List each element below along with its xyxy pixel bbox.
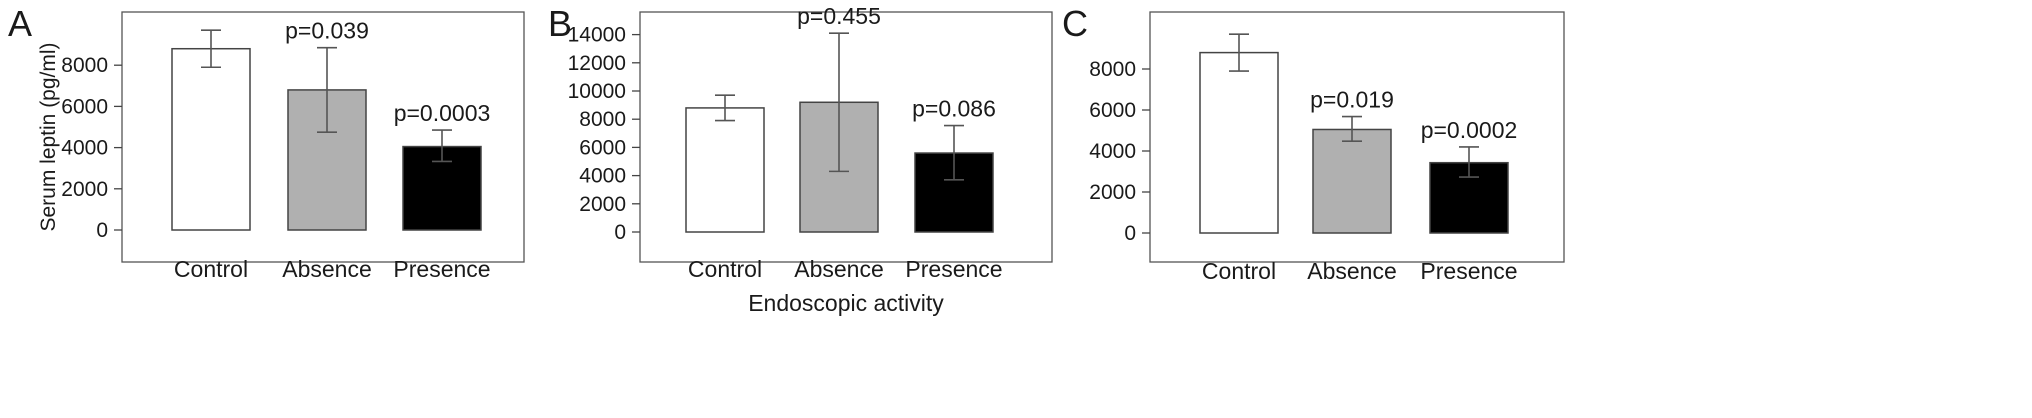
plot-frame [639, 11, 1053, 263]
y-tick-label: 4000 [579, 165, 626, 188]
y-tick-label: 0 [96, 219, 108, 242]
panel-label: A [8, 3, 32, 44]
p-value-label: p=0.019 [1310, 87, 1394, 113]
x-tick-label: Presence [905, 256, 1002, 282]
p-value-label: p=0.039 [285, 18, 369, 44]
y-tick-label: 0 [1124, 222, 1136, 245]
y-axis-label: Serum leptin (pg/ml) [37, 42, 60, 231]
bar [1312, 128, 1392, 234]
y-tick-label: 6000 [579, 136, 626, 159]
y-tick-label: 8000 [61, 54, 108, 77]
x-tick-label: Presence [393, 256, 490, 282]
x-tick-label: Absence [1307, 258, 1397, 284]
y-tick-label: 0 [614, 221, 626, 244]
p-value-label: p=0.086 [912, 96, 996, 122]
y-tick-label: 2000 [579, 193, 626, 216]
p-value-label: p=0.0003 [394, 100, 491, 126]
y-tick-label: 6000 [61, 95, 108, 118]
y-tick-label: 10000 [568, 80, 626, 103]
y-tick-label: 8000 [579, 108, 626, 131]
y-tick-label: 4000 [61, 137, 108, 160]
p-value-label: p=0.455 [797, 3, 881, 29]
y-tick-label: 4000 [1089, 140, 1136, 163]
plot-frame [121, 11, 525, 263]
y-tick-label: 14000 [568, 24, 626, 47]
x-tick-label: Control [1202, 258, 1276, 284]
bar [685, 107, 765, 233]
bar [1199, 51, 1279, 234]
x-tick-label: Absence [282, 256, 372, 282]
plot-frame [1149, 11, 1565, 263]
p-value-label: p=0.0002 [1421, 117, 1518, 143]
x-axis-label: Endoscopic activity [748, 290, 944, 316]
bar [171, 47, 251, 231]
panel-label: B [548, 3, 572, 44]
y-tick-label: 2000 [61, 178, 108, 201]
x-tick-label: Presence [1420, 258, 1517, 284]
y-tick-label: 2000 [1089, 181, 1136, 204]
y-tick-label: 6000 [1089, 99, 1136, 122]
y-tick-label: 8000 [1089, 58, 1136, 81]
bar [287, 89, 367, 231]
y-tick-label: 12000 [568, 52, 626, 75]
x-tick-label: Absence [794, 256, 884, 282]
x-tick-label: Control [688, 256, 762, 282]
x-tick-label: Control [174, 256, 248, 282]
panel-label: C [1062, 3, 1088, 44]
